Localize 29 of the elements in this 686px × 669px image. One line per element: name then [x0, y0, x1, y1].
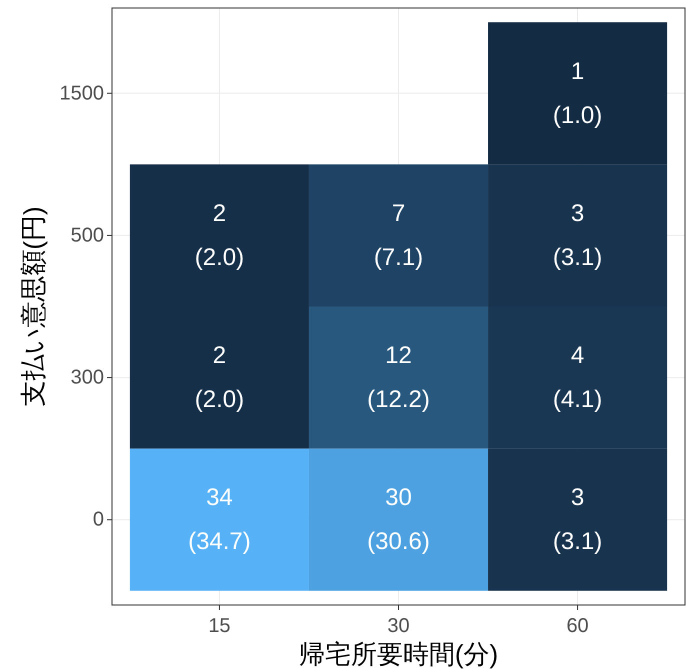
- y-tick-label: 1500: [60, 82, 104, 104]
- annotation: (2.0): [194, 244, 244, 271]
- annotation: (7.1): [374, 244, 424, 271]
- x-tick-label: 30: [387, 615, 410, 637]
- data-label: 12: [385, 342, 412, 370]
- data-label: 3: [570, 200, 584, 227]
- annotation: (30.6): [367, 528, 430, 556]
- data-label: 1: [570, 58, 584, 85]
- annotation: (34.7): [188, 528, 251, 556]
- data-label: 7: [392, 200, 406, 227]
- annotation: (2.0): [194, 386, 244, 414]
- data-label: 2: [212, 342, 226, 370]
- y-axis-title: 支払い意思額(円): [18, 206, 48, 407]
- data-label: 34: [206, 484, 233, 512]
- x-tick-label: 60: [566, 615, 589, 637]
- y-tick-label: 500: [70, 224, 104, 246]
- x-axis-title: 帰宅所要時間(分): [298, 639, 498, 669]
- data-label: 2: [212, 200, 226, 227]
- x-tick-label: 15: [208, 615, 231, 637]
- annotation: (4.1): [552, 386, 602, 414]
- data-label: 3: [570, 484, 584, 512]
- y-tick-label: 0: [92, 508, 104, 531]
- annotation: (3.1): [552, 528, 602, 556]
- y-tick-label: 300: [70, 366, 104, 389]
- data-label: 30: [385, 484, 412, 512]
- annotation: (1.0): [552, 102, 602, 129]
- annotation: (12.2): [367, 386, 430, 414]
- annotation: (3.1): [552, 244, 602, 271]
- data-label: 4: [570, 342, 584, 370]
